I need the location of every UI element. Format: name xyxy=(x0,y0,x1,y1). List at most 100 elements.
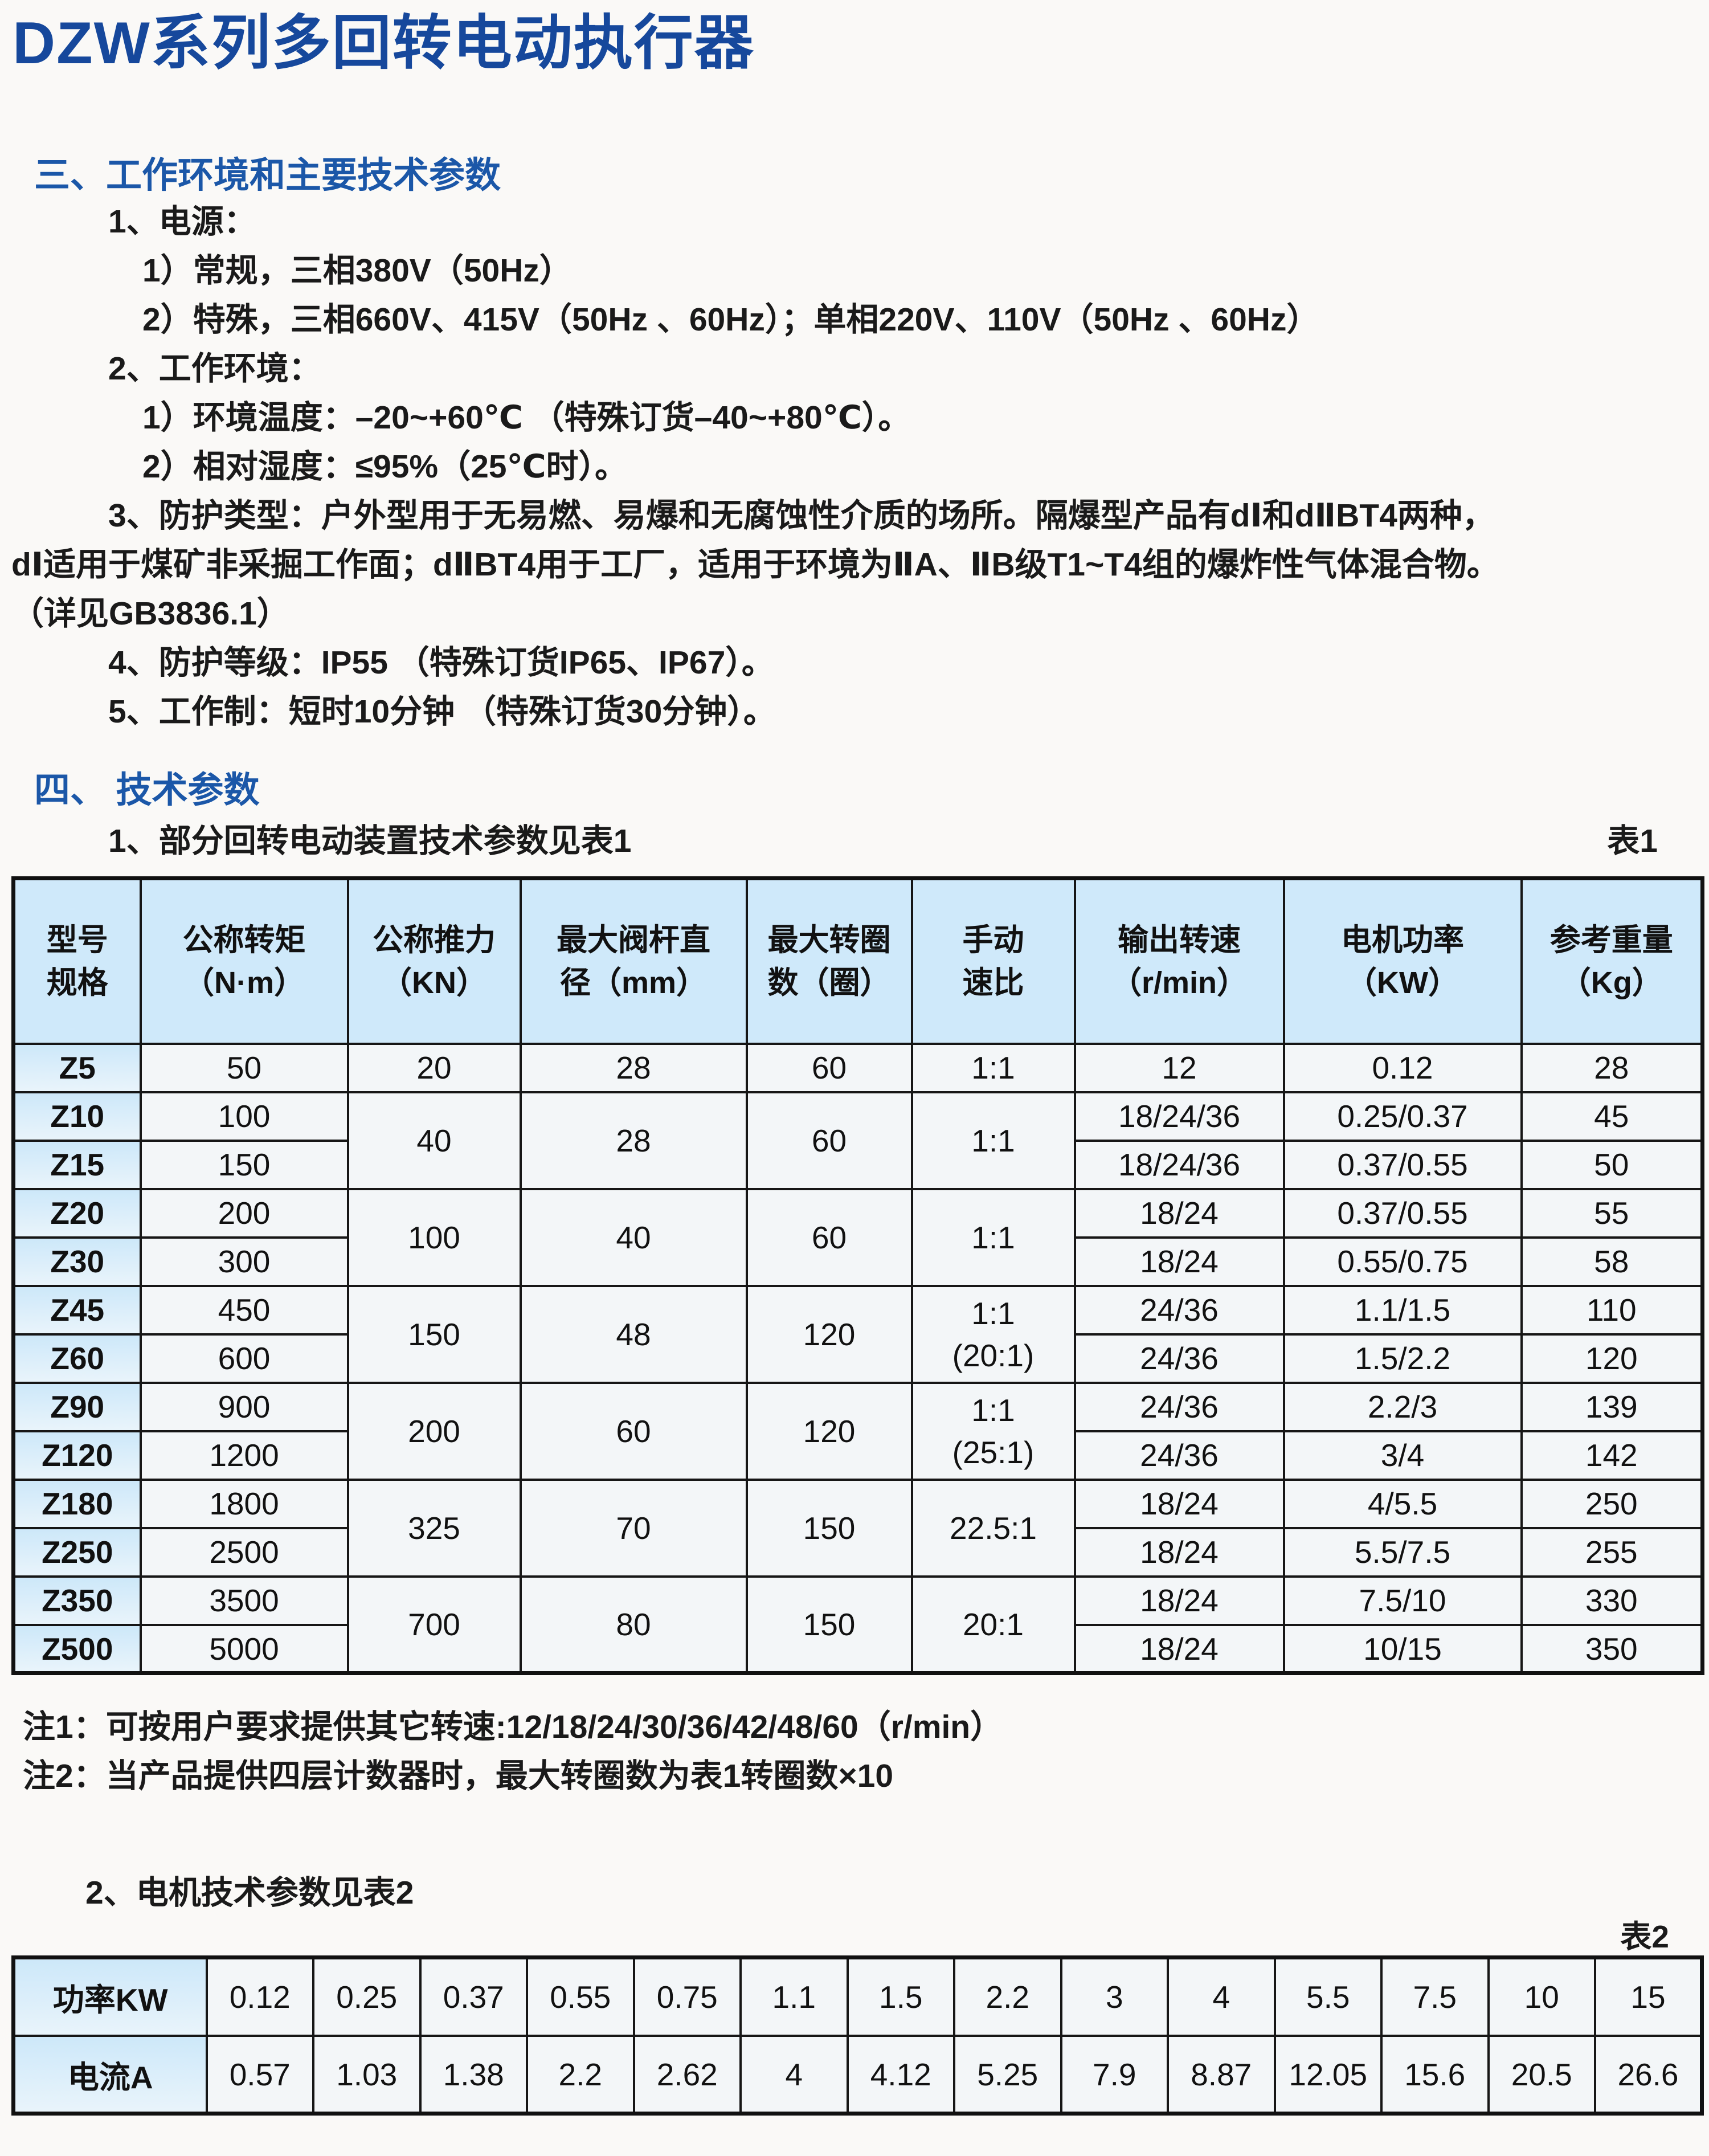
cell-model: Z250 xyxy=(12,1526,142,1578)
cell: 150 xyxy=(745,1478,913,1578)
column-header: 手动 速比 xyxy=(910,877,1076,1045)
body-line: dⅠ适用于煤矿非采掘工作面；dⅡBT4用于工厂，适用于环境为ⅡA、ⅡB级T1~T… xyxy=(11,546,1499,583)
cell: 58 xyxy=(1520,1236,1704,1287)
cell: 0.37 xyxy=(419,1956,528,2037)
cell: 1:1 (20:1) xyxy=(910,1284,1076,1384)
cell: 3500 xyxy=(139,1575,349,1626)
cell: 80 xyxy=(519,1575,748,1675)
cell: 60 xyxy=(745,1091,913,1190)
page-title: DZW系列多回转电动执行器 xyxy=(13,10,755,76)
cell: 2.2/3 xyxy=(1282,1381,1523,1432)
table1-caption-row: 1、部分回转电动装置技术参数见表1 表1 xyxy=(11,823,1698,861)
cell: 150 xyxy=(139,1139,349,1190)
cell: 50 xyxy=(139,1042,349,1093)
cell: 26.6 xyxy=(1594,2034,1703,2115)
cell: 139 xyxy=(1520,1381,1704,1432)
table1-caption: 1、部分回转电动装置技术参数见表1 xyxy=(108,823,632,860)
cell-model: Z120 xyxy=(12,1430,142,1481)
cell: 100 xyxy=(139,1091,349,1142)
table-row: Z250 2500 18/24 5.5/7.5 255 xyxy=(12,1526,1704,1578)
cell: 20.5 xyxy=(1487,2034,1596,2115)
table-row: Z60 600 24/36 1.5/2.2 120 xyxy=(12,1333,1704,1384)
body-line: 2）特殊，三相660V、415V（50Hz 、60Hz）；单相220V、110V… xyxy=(142,301,1319,338)
cell: 900 xyxy=(139,1381,349,1432)
cell: 0.75 xyxy=(632,1956,742,2037)
cell: 0.55/0.75 xyxy=(1282,1236,1523,1287)
body-line: 3、防护类型：户外型用于无易燃、易爆和无腐蚀性介质的场所。隔爆型产品有dⅠ和dⅡ… xyxy=(108,497,1495,534)
cell: 300 xyxy=(139,1236,349,1287)
cell: 350 xyxy=(1520,1623,1704,1675)
motor-parameters-table: 功率KW 0.12 0.25 0.37 0.55 0.75 1.1 1.5 2.… xyxy=(11,1955,1704,2116)
table-row: 功率KW 0.12 0.25 0.37 0.55 0.75 1.1 1.5 2.… xyxy=(12,1956,1703,2037)
table-row: Z15 150 18/24/36 0.37/0.55 50 xyxy=(12,1139,1704,1190)
cell: 12.05 xyxy=(1273,2034,1383,2115)
column-header: 输出转速 （r/min） xyxy=(1073,877,1285,1045)
body-line: 4、防护等级：IP55 （特殊订货IP65、IP67）。 xyxy=(108,644,774,681)
cell-model: Z15 xyxy=(12,1139,142,1190)
cell: 2.2 xyxy=(953,1956,1062,2037)
table-header-row: 型号 规格 公称转矩 （N·m） 公称推力 （KN） 最大阀杆直 径（mm） 最… xyxy=(12,877,1704,1045)
cell-model: Z90 xyxy=(12,1381,142,1432)
cell: 18/24 xyxy=(1073,1526,1285,1578)
cell: 0.25 xyxy=(312,1956,422,2037)
cell: 7.5 xyxy=(1380,1956,1490,2037)
cell: 150 xyxy=(745,1575,913,1675)
table1-label: 表1 xyxy=(1607,823,1658,860)
cell: 0.37/0.55 xyxy=(1282,1187,1523,1239)
cell: 4 xyxy=(739,2034,849,2115)
cell: 60 xyxy=(519,1381,748,1481)
cell: 5.5/7.5 xyxy=(1282,1526,1523,1578)
cell: 3 xyxy=(1060,1956,1169,2037)
table-row: Z20 200 100 40 60 1:1 18/24 0.37/0.55 55 xyxy=(12,1187,1704,1287)
column-header: 最大阀杆直 径（mm） xyxy=(519,877,748,1045)
cell: 4 xyxy=(1167,1956,1276,2037)
cell: 2500 xyxy=(139,1526,349,1578)
cell: 18/24/36 xyxy=(1073,1091,1285,1142)
cell: 325 xyxy=(346,1478,522,1578)
cell-model: Z10 xyxy=(12,1091,142,1142)
column-header: 公称推力 （KN） xyxy=(346,877,522,1045)
cell-model: Z500 xyxy=(12,1623,142,1675)
cell: 1:1 (25:1) xyxy=(910,1381,1076,1481)
actuator-parameters-table: 型号 规格 公称转矩 （N·m） 公称推力 （KN） 最大阀杆直 径（mm） 最… xyxy=(11,876,1704,1676)
column-header: 型号 规格 xyxy=(12,877,142,1045)
cell-model: Z60 xyxy=(12,1333,142,1384)
cell-model: Z20 xyxy=(12,1187,142,1239)
row-label: 功率KW xyxy=(12,1956,208,2037)
cell: 7.9 xyxy=(1060,2034,1169,2115)
body-line: （详见GB3836.1） xyxy=(11,595,289,632)
body-line: 2、工作环境： xyxy=(108,350,321,387)
cell: 1.5 xyxy=(846,1956,955,2037)
cell: 10/15 xyxy=(1282,1623,1523,1675)
cell: 4/5.5 xyxy=(1282,1478,1523,1529)
cell: 120 xyxy=(1520,1333,1704,1384)
cell: 28 xyxy=(519,1091,748,1190)
section3-body: 1、电源： 1）常规，三相380V（50Hz） 2）特殊，三相660V、415V… xyxy=(0,197,1709,736)
cell: 48 xyxy=(519,1284,748,1384)
table-row: Z10 100 40 28 60 1:1 18/24/36 0.25/0.37 … xyxy=(12,1091,1704,1190)
cell: 50 xyxy=(1520,1139,1704,1190)
cell: 1800 xyxy=(139,1478,349,1529)
cell: 20 xyxy=(346,1042,522,1093)
cell: 40 xyxy=(346,1091,522,1190)
cell: 600 xyxy=(139,1333,349,1384)
cell: 0.25/0.37 xyxy=(1282,1091,1523,1142)
table-row: Z45 450 150 48 120 1:1 (20:1) 24/36 1.1/… xyxy=(12,1284,1704,1384)
table-row: Z350 3500 700 80 150 20:1 18/24 7.5/10 3… xyxy=(12,1575,1704,1675)
table1-notes: 注1：可按用户要求提供其它转速:12/18/24/30/36/42/48/60（… xyxy=(11,1702,1698,1800)
cell: 2.62 xyxy=(632,2034,742,2115)
cell: 18/24 xyxy=(1073,1478,1285,1529)
cell: 20:1 xyxy=(910,1575,1076,1675)
body-line: 1、电源： xyxy=(108,203,256,240)
cell: 0.12 xyxy=(205,1956,314,2037)
body-line: 5、工作制：短时10分钟 （特殊订货30分钟）。 xyxy=(108,693,776,730)
cell-model: Z45 xyxy=(12,1284,142,1336)
body-line: 1）环境温度：–20~+60℃ （特殊订货–40~+80℃）。 xyxy=(142,399,911,436)
section3-heading: 三、工作环境和主要技术参数 xyxy=(34,156,501,196)
note-line: 注1：可按用户要求提供其它转速:12/18/24/30/36/42/48/60（… xyxy=(23,1709,1003,1746)
cell: 18/24 xyxy=(1073,1236,1285,1287)
row-label: 电流A xyxy=(12,2034,208,2115)
cell: 1.5/2.2 xyxy=(1282,1333,1523,1384)
cell: 24/36 xyxy=(1073,1333,1285,1384)
cell: 1.1 xyxy=(739,1956,849,2037)
